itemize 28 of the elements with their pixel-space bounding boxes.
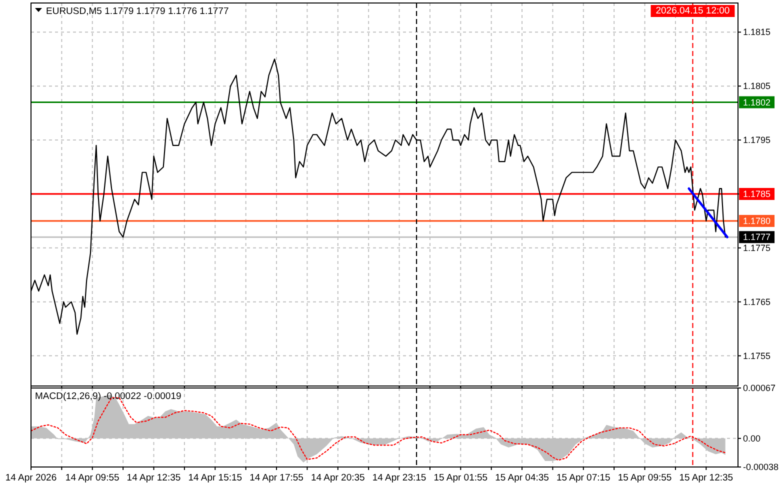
chart-title: EURUSD,M5 1.1779 1.1779 1.1776 1.1777	[46, 6, 229, 16]
y-tick-label: -0.00038	[743, 462, 779, 472]
x-tick-label: 14 Apr 15:15	[188, 472, 242, 484]
x-tick-label: 14 Apr 09:55	[65, 472, 120, 484]
x-tick-label: 15 Apr 04:35	[495, 472, 549, 484]
ref-line-label: 1.1785	[743, 188, 771, 199]
x-tick-label: 14 Apr 2026	[5, 472, 57, 484]
ref-line-label: 2026.04.15 12:00	[656, 6, 730, 16]
x-tick-label: 14 Apr 23:15	[372, 472, 426, 484]
ref-line-label: 1.1802	[743, 97, 771, 108]
ref-line-label: 1.1777	[743, 232, 771, 242]
y-tick-label: 1.1765	[743, 296, 771, 307]
x-tick-label: 14 Apr 20:35	[310, 472, 365, 484]
y-tick-label: 1.1805	[743, 81, 771, 92]
x-tick-label: 14 Apr 12:35	[126, 472, 181, 484]
x-tick-label: 15 Apr 07:15	[556, 472, 610, 484]
y-tick-label: 1.1815	[743, 27, 771, 38]
y-tick-label: 0.00067	[743, 383, 776, 393]
y-tick-label: 1.1795	[743, 135, 771, 146]
y-tick-label: 1.1775	[743, 242, 771, 253]
y-tick-label: 0.00	[743, 433, 761, 444]
ref-line-label: 1.1780	[743, 216, 771, 226]
chart-title: MACD(12,26,9) -0.00022 -0.00019	[35, 390, 182, 402]
x-tick-label: 15 Apr 09:55	[618, 472, 672, 484]
y-tick-label: 1.1755	[743, 350, 771, 361]
x-tick-label: 15 Apr 12:35	[679, 472, 734, 484]
x-tick-label: 14 Apr 17:55	[250, 472, 304, 484]
x-tick-label: 15 Apr 01:55	[434, 472, 488, 484]
